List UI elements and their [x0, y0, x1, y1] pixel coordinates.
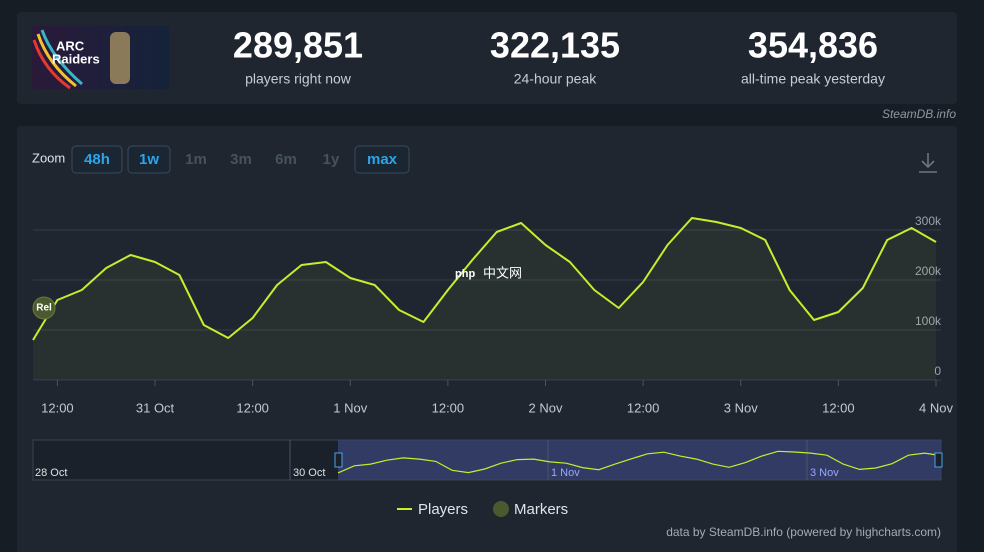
y-tick-label: 200k	[915, 264, 942, 278]
download-icon[interactable]	[919, 153, 937, 173]
navigator-label: 1 Nov	[551, 467, 580, 479]
x-tick-label: 12:00	[627, 400, 660, 415]
zoom-button[interactable]	[354, 145, 410, 174]
navigator-label: 30 Oct	[293, 467, 325, 479]
line	[32, 217, 937, 341]
navigator-label: 28 Oct	[35, 467, 67, 479]
plot: 0 100k 200k 300k 12:00 31 Oct 12:00 1 Nov 12:00 2…	[32, 214, 953, 518]
marker	[32, 296, 56, 320]
zoom-button-label[interactable]: 1y	[323, 151, 340, 168]
logo-text: Raiders	[52, 51, 100, 66]
legend-symbol	[493, 501, 509, 517]
watermark: php	[455, 268, 475, 280]
x-tick-label: 1 Nov	[333, 400, 367, 415]
zoom-button-label[interactable]: 1m	[185, 151, 207, 168]
logo-figure	[110, 32, 130, 84]
zoom-button[interactable]	[127, 145, 171, 174]
stat-label: 24-hour peak	[514, 71, 598, 87]
x-tick-label: 2 Nov	[529, 400, 563, 415]
zoom-buttons: 48h 1w 1m 3m 6m 1y max	[71, 145, 410, 174]
game-image	[32, 26, 169, 89]
logo-stripe	[40, 29, 83, 86]
zoom-label: Zoom	[32, 150, 65, 165]
stat-value: 322,135	[490, 25, 620, 66]
area	[33, 218, 936, 380]
x-tick-label: 12:00	[432, 400, 465, 415]
stats-panel	[17, 12, 957, 104]
navigator-selection[interactable]	[338, 440, 941, 480]
x-tick-label: 31 Oct	[136, 400, 175, 415]
legend-label[interactable]: Markers	[514, 501, 568, 518]
zoom-button-label[interactable]: 48h	[84, 151, 110, 168]
marker-label: Rel	[36, 303, 52, 314]
navigator-handle[interactable]	[934, 452, 943, 468]
source-link[interactable]: SteamDB.info	[882, 107, 956, 121]
logo-text: ARC	[56, 38, 85, 53]
stat-label: players right now	[245, 71, 352, 87]
watermark: 中文网	[483, 265, 522, 280]
navigator-label: 3 Nov	[810, 467, 839, 479]
zoom-button-label[interactable]: 1w	[139, 151, 159, 168]
logo-stripe	[36, 33, 77, 88]
x-tick-label: 4 Nov	[919, 400, 953, 415]
y-tick-label: 300k	[915, 214, 942, 228]
legend-label[interactable]: Players	[418, 501, 468, 518]
y-tick-label: 0	[934, 364, 941, 378]
y-tick-label: 100k	[915, 314, 942, 328]
logo-stripe	[32, 39, 71, 90]
x-tick-label: 12:00	[236, 400, 269, 415]
zoom-button-label[interactable]: 3m	[230, 151, 252, 168]
zoom-button-label[interactable]: max	[367, 151, 398, 168]
navigator-handle[interactable]	[334, 452, 343, 468]
x-tick-label: 3 Nov	[724, 400, 758, 415]
x-tick-label: 12:00	[41, 400, 74, 415]
credits[interactable]: data by SteamDB.info (powered by highcha…	[666, 525, 941, 539]
x-tick-label: 12:00	[822, 400, 855, 415]
stat-value: 289,851	[233, 25, 363, 66]
stat-value: 354,836	[748, 25, 878, 66]
navigator-line	[337, 450, 942, 474]
zoom-button-label[interactable]: 6m	[275, 151, 297, 168]
stat-label: all-time peak yesterday	[741, 71, 885, 87]
zoom-button[interactable]	[71, 145, 123, 174]
